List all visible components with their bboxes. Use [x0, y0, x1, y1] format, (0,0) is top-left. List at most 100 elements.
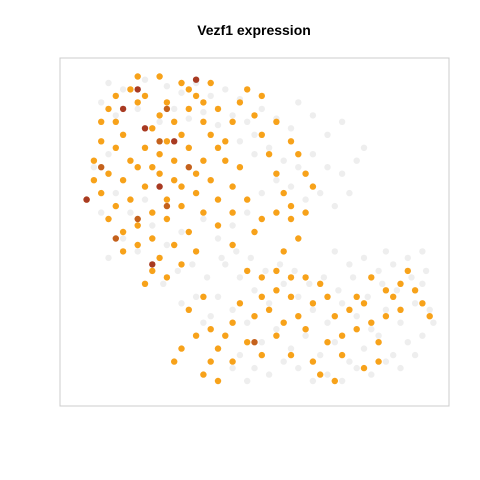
point-low-84	[287, 345, 295, 352]
point-expressed-40	[207, 177, 214, 184]
point-expressed-90	[141, 280, 149, 287]
point-expressed-61	[134, 73, 141, 80]
point-expressed-128	[390, 293, 397, 300]
point-low-32	[309, 151, 317, 158]
point-low-38	[287, 183, 295, 190]
point-expressed-65	[258, 131, 265, 138]
point-expressed-144	[200, 293, 207, 300]
point-expressed-121	[331, 377, 338, 385]
point-expressed-152	[156, 151, 163, 158]
point-high-5	[156, 183, 163, 190]
point-expressed-53	[236, 164, 244, 171]
point-expressed-98	[251, 313, 258, 320]
point-low-63	[265, 300, 273, 307]
point-expressed-19	[156, 170, 163, 177]
point-low-53	[105, 254, 112, 262]
point-low-119	[247, 254, 254, 262]
point-expressed-142	[273, 267, 280, 275]
point-expressed-20	[141, 183, 149, 190]
point-low-83	[302, 332, 309, 339]
point-expressed-42	[178, 202, 185, 210]
point-expressed-149	[171, 358, 178, 365]
point-expressed-146	[192, 332, 200, 339]
point-mid-5	[251, 339, 258, 346]
point-expressed-2	[119, 131, 127, 138]
point-expressed-38	[214, 144, 222, 151]
point-expressed-159	[200, 99, 207, 106]
point-low-103	[397, 364, 404, 372]
point-low-117	[276, 261, 284, 268]
point-low-9	[98, 99, 105, 106]
point-expressed-143	[258, 293, 265, 300]
point-low-95	[280, 358, 287, 365]
point-low-15	[200, 108, 207, 116]
point-low-30	[280, 157, 287, 164]
point-low-7	[222, 86, 229, 93]
point-expressed-28	[134, 222, 141, 229]
point-expressed-108	[258, 351, 265, 359]
point-expressed-120	[317, 371, 324, 378]
point-expressed-62	[112, 92, 120, 100]
point-low-139	[331, 248, 338, 255]
chart-title: Vezf1 expression	[197, 22, 311, 38]
point-expressed-95	[295, 313, 302, 320]
point-low-70	[368, 326, 375, 333]
point-expressed-86	[192, 248, 200, 255]
point-mid-4	[163, 202, 171, 210]
point-low-108	[408, 274, 415, 281]
point-expressed-7	[134, 164, 141, 171]
point-expressed-110	[287, 351, 295, 359]
point-expressed-14	[163, 99, 171, 106]
point-low-80	[346, 358, 353, 365]
point-low-57	[98, 209, 105, 216]
point-expressed-107	[244, 339, 251, 346]
point-expressed-75	[273, 118, 280, 126]
point-expressed-141	[287, 274, 295, 281]
point-expressed-13	[141, 92, 149, 100]
plot-frame	[59, 57, 450, 407]
point-low-25	[324, 131, 331, 138]
point-low-74	[419, 280, 426, 287]
point-low-104	[411, 351, 419, 359]
point-low-96	[295, 364, 302, 372]
point-expressed-127	[382, 313, 390, 320]
point-low-52	[119, 235, 127, 242]
point-low-54	[127, 209, 134, 216]
point-low-67	[324, 319, 331, 326]
point-low-12	[156, 118, 163, 126]
point-low-138	[346, 261, 353, 268]
point-low-64	[280, 280, 287, 287]
point-expressed-112	[309, 300, 317, 307]
point-expressed-151	[280, 248, 287, 255]
point-low-45	[229, 222, 236, 229]
point-expressed-85	[229, 241, 236, 249]
point-expressed-37	[207, 131, 214, 138]
point-low-94	[265, 371, 273, 378]
point-low-125	[160, 280, 167, 287]
point-low-87	[244, 319, 251, 326]
point-low-51	[134, 248, 141, 255]
point-expressed-0	[105, 105, 112, 113]
point-expressed-57	[236, 99, 244, 106]
point-low-93	[251, 364, 258, 372]
point-low-6	[207, 92, 214, 100]
point-low-114	[320, 274, 328, 281]
point-expressed-79	[309, 183, 317, 190]
point-expressed-9	[149, 125, 156, 132]
point-expressed-66	[265, 151, 273, 158]
point-low-36	[360, 144, 368, 151]
point-expressed-133	[426, 313, 433, 320]
point-expressed-52	[229, 183, 236, 190]
point-mid-1	[163, 105, 171, 113]
point-expressed-36	[200, 118, 207, 126]
point-expressed-55	[229, 118, 236, 126]
point-low-133	[390, 261, 397, 268]
point-expressed-84	[251, 228, 258, 236]
point-expressed-155	[127, 157, 134, 164]
point-expressed-125	[368, 319, 375, 326]
point-low-99	[338, 377, 346, 385]
point-low-62	[251, 287, 258, 294]
point-low-49	[163, 241, 171, 249]
point-expressed-96	[280, 319, 287, 326]
point-low-79	[360, 345, 368, 352]
